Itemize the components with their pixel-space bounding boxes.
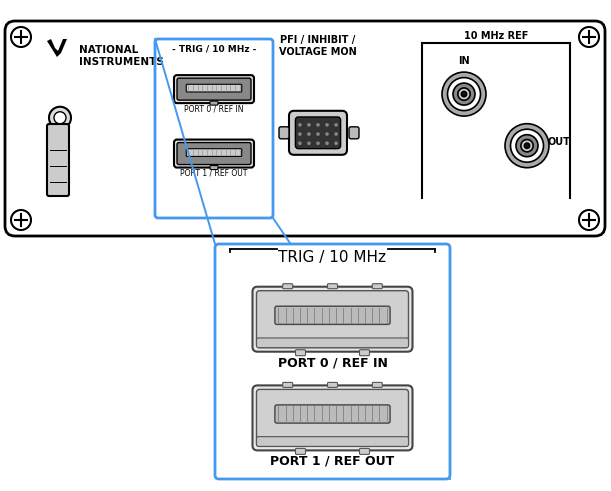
FancyBboxPatch shape (279, 127, 289, 139)
Text: PFI / INHIBIT /
VOLTAGE MON: PFI / INHIBIT / VOLTAGE MON (279, 35, 357, 56)
FancyBboxPatch shape (177, 142, 251, 164)
FancyBboxPatch shape (210, 101, 218, 105)
Circle shape (521, 139, 533, 152)
FancyBboxPatch shape (289, 111, 347, 155)
FancyBboxPatch shape (174, 139, 254, 167)
Text: TRIG / 10 MHz: TRIG / 10 MHz (279, 250, 387, 265)
Circle shape (505, 124, 549, 168)
FancyBboxPatch shape (174, 75, 254, 103)
Text: PORT 0 / REF IN: PORT 0 / REF IN (185, 104, 244, 113)
FancyBboxPatch shape (327, 284, 337, 289)
FancyBboxPatch shape (252, 287, 412, 352)
Text: PORT 1 / REF OUT: PORT 1 / REF OUT (180, 168, 247, 178)
FancyBboxPatch shape (257, 389, 409, 446)
Text: PORT 1 / REF OUT: PORT 1 / REF OUT (271, 455, 395, 468)
Circle shape (579, 27, 599, 47)
Circle shape (298, 132, 302, 136)
FancyBboxPatch shape (295, 117, 340, 149)
Circle shape (316, 123, 320, 127)
Circle shape (524, 143, 530, 148)
FancyBboxPatch shape (215, 244, 450, 479)
Circle shape (298, 141, 302, 145)
Text: NATIONAL
INSTRUMENTS: NATIONAL INSTRUMENTS (79, 45, 164, 67)
Circle shape (325, 132, 329, 136)
FancyBboxPatch shape (327, 382, 337, 387)
Circle shape (325, 123, 329, 127)
FancyBboxPatch shape (252, 385, 412, 450)
FancyBboxPatch shape (257, 436, 409, 446)
Circle shape (334, 123, 338, 127)
FancyBboxPatch shape (5, 21, 605, 236)
Circle shape (442, 72, 486, 116)
Circle shape (11, 27, 31, 47)
Circle shape (307, 141, 311, 145)
FancyBboxPatch shape (296, 350, 306, 355)
FancyBboxPatch shape (359, 448, 370, 454)
FancyBboxPatch shape (296, 448, 306, 454)
Circle shape (334, 141, 338, 145)
Circle shape (316, 141, 320, 145)
Text: 10 MHz REF: 10 MHz REF (464, 31, 528, 41)
Circle shape (511, 129, 544, 162)
FancyBboxPatch shape (372, 284, 382, 289)
Circle shape (298, 123, 302, 127)
Circle shape (307, 132, 311, 136)
Text: OUT: OUT (547, 136, 570, 147)
FancyBboxPatch shape (283, 284, 293, 289)
Circle shape (325, 141, 329, 145)
Circle shape (11, 210, 31, 230)
FancyBboxPatch shape (283, 382, 293, 387)
FancyBboxPatch shape (186, 84, 242, 92)
Circle shape (516, 135, 538, 157)
FancyBboxPatch shape (186, 149, 242, 157)
FancyBboxPatch shape (349, 127, 359, 139)
FancyBboxPatch shape (275, 306, 390, 325)
Text: - TRIG / 10 MHz -: - TRIG / 10 MHz - (172, 44, 256, 53)
Circle shape (334, 132, 338, 136)
Circle shape (54, 112, 66, 124)
FancyBboxPatch shape (177, 78, 251, 100)
FancyBboxPatch shape (372, 382, 382, 387)
Circle shape (447, 78, 480, 110)
Circle shape (461, 91, 467, 97)
FancyBboxPatch shape (257, 338, 409, 348)
Circle shape (316, 132, 320, 136)
FancyBboxPatch shape (257, 291, 409, 348)
Text: PORT 0 / REF IN: PORT 0 / REF IN (277, 356, 387, 369)
Circle shape (458, 88, 470, 100)
Circle shape (307, 123, 311, 127)
FancyBboxPatch shape (210, 165, 218, 169)
Text: IN: IN (458, 56, 470, 66)
FancyBboxPatch shape (359, 350, 370, 355)
Circle shape (49, 107, 71, 129)
Circle shape (453, 83, 475, 105)
FancyBboxPatch shape (275, 405, 390, 423)
Polygon shape (47, 39, 67, 57)
Circle shape (579, 210, 599, 230)
FancyBboxPatch shape (47, 124, 69, 196)
